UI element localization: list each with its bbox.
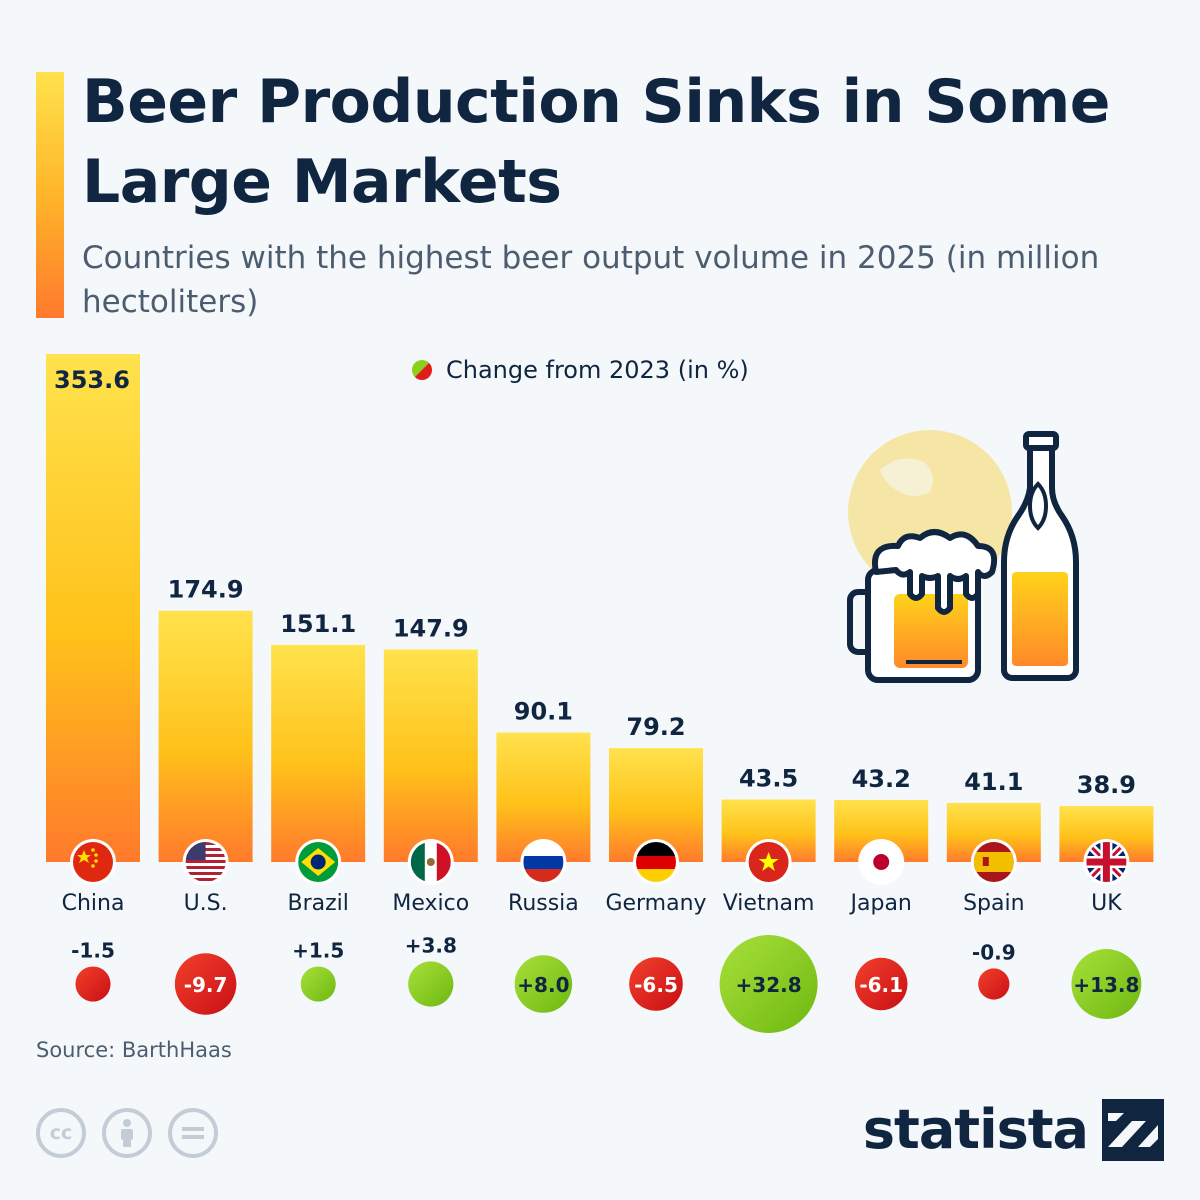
germany-flag-icon — [633, 839, 679, 885]
cc-icon[interactable]: cc — [36, 1108, 86, 1158]
category-label: Japan — [849, 891, 912, 916]
beer-bottle-icon — [1001, 431, 1079, 681]
bar-value-label: 174.9 — [168, 576, 244, 604]
change-label: +8.0 — [517, 973, 569, 997]
mexico-flag-icon — [407, 839, 454, 885]
category-label: UK — [1091, 891, 1122, 916]
spain-flag-icon — [970, 839, 1017, 885]
bar-value-label: 43.5 — [739, 765, 798, 793]
brand-name: statista — [862, 1098, 1089, 1161]
license-icons: cc — [36, 1108, 218, 1158]
change-bubble — [75, 966, 111, 1002]
bar-value-label: 41.1 — [964, 768, 1023, 796]
bars-group: 353.6 China -1.5 174.9 U.S. -9.7 151.1 Brazil +1… — [46, 354, 1154, 1033]
category-label: Spain — [963, 891, 1024, 916]
bar-2 — [271, 644, 366, 862]
title-accent-bar — [36, 72, 64, 318]
change-label: -6.1 — [859, 973, 903, 997]
attribution-icon[interactable] — [102, 1108, 152, 1158]
change-label: -9.7 — [184, 973, 228, 997]
bar-3 — [383, 649, 478, 862]
change-bubble — [978, 968, 1010, 1000]
change-label: -0.9 — [972, 940, 1016, 964]
bar-value-label: 38.9 — [1077, 771, 1136, 799]
russia-flag-icon — [520, 839, 567, 885]
change-label: +13.8 — [1073, 973, 1139, 997]
bar-value-label: 79.2 — [626, 713, 685, 741]
change-label: -1.5 — [71, 938, 115, 962]
no-derivatives-icon[interactable] — [168, 1108, 218, 1158]
category-label: Russia — [508, 891, 579, 916]
category-label: Brazil — [287, 891, 348, 916]
category-label: Vietnam — [723, 891, 815, 916]
change-bubble — [300, 966, 336, 1002]
legend-change-icon — [412, 360, 432, 380]
change-bubble — [629, 957, 683, 1011]
category-label: U.S. — [184, 891, 228, 916]
brazil-flag-icon — [295, 839, 342, 885]
vietnam-flag-icon — [745, 839, 792, 885]
change-label: +3.8 — [405, 933, 457, 957]
change-bubble — [514, 955, 573, 1013]
bar-value-label: 90.1 — [514, 698, 573, 726]
chart-subtitle: Countries with the highest beer output v… — [82, 240, 1100, 320]
change-bubble — [719, 935, 818, 1033]
beer-mug-icon — [847, 529, 998, 683]
bar-value-label: 353.6 — [54, 366, 130, 394]
bar-value-label: 43.2 — [852, 765, 911, 793]
change-label: -6.5 — [634, 973, 678, 997]
change-bubble — [408, 961, 454, 1007]
change-label: +32.8 — [736, 973, 802, 997]
change-label: +1.5 — [292, 938, 344, 962]
change-bubble — [854, 957, 908, 1011]
legend-label: Change from 2023 (in %) — [446, 356, 749, 384]
chart-title: Beer Production Sinks in Some Large Mark… — [82, 67, 1111, 217]
uk-flag-icon — [1083, 839, 1130, 885]
bar-1 — [158, 610, 253, 862]
us-flag-icon — [182, 839, 229, 885]
change-bubble — [1071, 949, 1142, 1019]
category-label: Germany — [605, 891, 706, 916]
change-bubble — [174, 953, 237, 1015]
statista-brand[interactable]: statista — [863, 1098, 1164, 1161]
bar-value-label: 147.9 — [393, 615, 469, 643]
beer-illustration — [847, 430, 1079, 683]
category-label: China — [62, 891, 125, 916]
source-note: Source: BarthHaas — [36, 1038, 232, 1062]
china-flag-icon — [70, 839, 116, 885]
legend: Change from 2023 (in %) — [412, 352, 749, 388]
japan-flag-icon — [858, 839, 905, 885]
category-label: Mexico — [392, 891, 469, 916]
statista-logo-icon — [1102, 1098, 1164, 1161]
bar-value-label: 151.1 — [280, 610, 356, 638]
bar-0 — [46, 354, 140, 862]
